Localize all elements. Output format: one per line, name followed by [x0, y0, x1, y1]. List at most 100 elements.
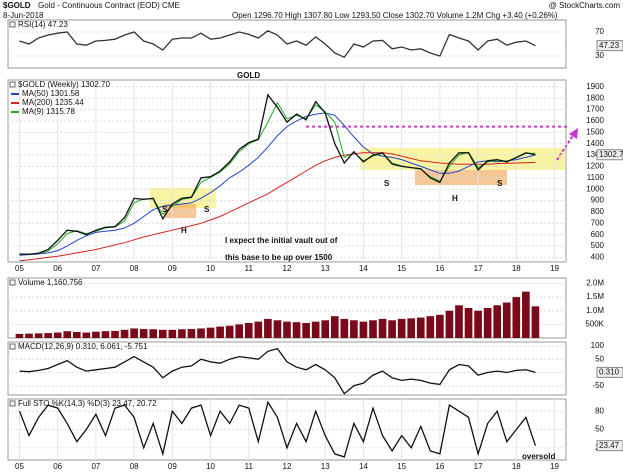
volume-bar	[340, 318, 349, 338]
series-line	[19, 112, 536, 256]
y-tick-label: 1600	[586, 116, 604, 125]
x-tick-label: 19	[550, 264, 559, 273]
x-tick-label: 15	[397, 462, 406, 471]
volume-bar	[44, 333, 52, 338]
legend-label: MA(9) 1315.78	[22, 107, 75, 116]
arrow-head	[569, 128, 578, 139]
title-icon	[9, 21, 16, 28]
volume-bar	[130, 328, 138, 338]
volume-bar	[321, 320, 330, 338]
volume-bar	[407, 318, 416, 338]
volume-bar	[474, 310, 482, 338]
volume-bar	[359, 321, 368, 338]
x-tick-label: 16	[435, 264, 444, 273]
highlight-box	[164, 204, 196, 218]
x-tick-label: 06	[53, 264, 62, 273]
y-tick-label: 1700	[586, 105, 604, 114]
volume-bar	[53, 332, 62, 338]
symbol: $GOLD	[3, 1, 31, 10]
volume-bar	[311, 321, 320, 338]
volume-bar	[531, 306, 540, 338]
x-tick-label: 07	[91, 264, 100, 273]
title-icon	[9, 343, 16, 350]
volume-bar	[273, 320, 282, 338]
volume-bar	[522, 291, 530, 338]
x-tick-label: 12	[283, 462, 292, 471]
volume-bar	[464, 308, 473, 338]
volume-bar	[445, 310, 454, 338]
y-tick-label: 500K	[585, 319, 604, 328]
source: @ StockCharts.com	[549, 1, 621, 10]
current-value-tag: 0.310	[599, 368, 620, 377]
x-tick-label: 16	[435, 462, 444, 471]
annotation: H	[452, 194, 458, 203]
x-tick-label: 05	[15, 462, 24, 471]
x-tick-label: 13	[321, 462, 330, 471]
volume-bar	[244, 323, 253, 338]
x-tick-label: 18	[512, 264, 521, 273]
x-tick-label: 14	[359, 264, 368, 273]
annotation: H	[181, 226, 187, 235]
volume-bar	[149, 329, 158, 338]
panel-title: $GOLD (Weekly) 1302.70	[18, 80, 110, 89]
annotation: I expect the initial vault out of	[225, 236, 338, 245]
volume-bar	[158, 329, 167, 338]
volume-bar	[111, 330, 119, 338]
x-tick-label: 06	[53, 462, 62, 471]
volume-bar	[426, 316, 435, 338]
volume-bar	[25, 333, 33, 338]
x-tick-label: 11	[245, 462, 254, 471]
series-line	[19, 93, 536, 256]
y-tick-label: 1800	[586, 93, 604, 102]
volume-bar	[72, 332, 81, 338]
x-tick-label: 10	[206, 462, 215, 471]
title-icon	[9, 81, 16, 88]
highlight-box	[360, 148, 565, 170]
volume-bar	[369, 320, 377, 338]
y-tick-label: 700	[591, 218, 605, 227]
annotation: S	[162, 205, 168, 214]
x-tick-label: 07	[91, 462, 100, 471]
volume-bar	[101, 331, 110, 338]
y-tick-label: 400	[591, 253, 605, 262]
panel-frame	[7, 341, 567, 396]
panel-title: RSI(14) 47.23	[18, 20, 68, 29]
volume-bar	[283, 321, 291, 338]
volume-bar	[225, 325, 234, 338]
volume-bar	[330, 316, 339, 338]
current-tag-bg	[596, 366, 623, 378]
annotation: oversold	[522, 452, 555, 461]
volume-bar	[512, 297, 521, 338]
panel-title: Full STO %K(14,3) %D(3) 23.47, 20.72	[18, 399, 157, 408]
x-tick-label: 08	[130, 264, 139, 273]
volume-bar	[216, 326, 224, 338]
x-tick-label: 17	[474, 462, 483, 471]
series-line	[18, 400, 537, 458]
volume-bar	[502, 302, 511, 338]
volume-bar	[187, 329, 196, 338]
volume-bar	[139, 329, 148, 338]
date: 8-Jun-2018	[3, 11, 44, 20]
y-tick-label: 1300	[586, 150, 604, 159]
volume-bar	[388, 320, 396, 338]
volume-bar	[63, 331, 72, 338]
volume-bar	[436, 314, 444, 338]
y-tick-label: 1.5M	[586, 292, 604, 301]
volume-bar	[416, 317, 425, 338]
volume-bar	[455, 305, 463, 338]
current-tag-bg	[596, 440, 623, 452]
x-tick-label: 17	[474, 264, 483, 273]
y-tick-label: 1100	[587, 173, 605, 182]
volume-bar	[168, 329, 177, 338]
legend-label: MA(200) 1235.44	[22, 98, 84, 107]
annotation: S	[204, 205, 210, 214]
volume-bar	[350, 320, 358, 338]
annotation: S	[384, 179, 390, 188]
x-tick-label: 09	[168, 462, 177, 471]
y-tick-label: -50	[592, 381, 604, 390]
panel-title: MACD(12,26,9) 0.310, 6.061, -5.751	[18, 342, 148, 351]
y-tick-label: 100	[591, 341, 605, 350]
description: Gold - Continuous Contract (EOD) CME	[38, 1, 180, 10]
series-line	[19, 347, 536, 395]
